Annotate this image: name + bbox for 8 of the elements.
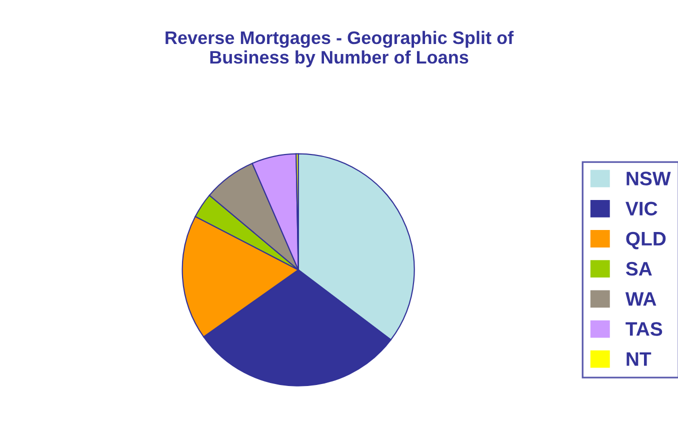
chart-title: Reverse Mortgages - Geographic Split of Business by Number of Loans xyxy=(166,30,514,68)
legend-label: TAS xyxy=(626,322,662,336)
legend-label: NT xyxy=(626,352,652,366)
legend-label: VIC xyxy=(626,202,658,216)
legend-label: NSW xyxy=(626,172,671,186)
legend-label: SA xyxy=(626,262,652,276)
legend-label: QLD xyxy=(626,232,666,250)
legend-label: WA xyxy=(625,292,656,306)
